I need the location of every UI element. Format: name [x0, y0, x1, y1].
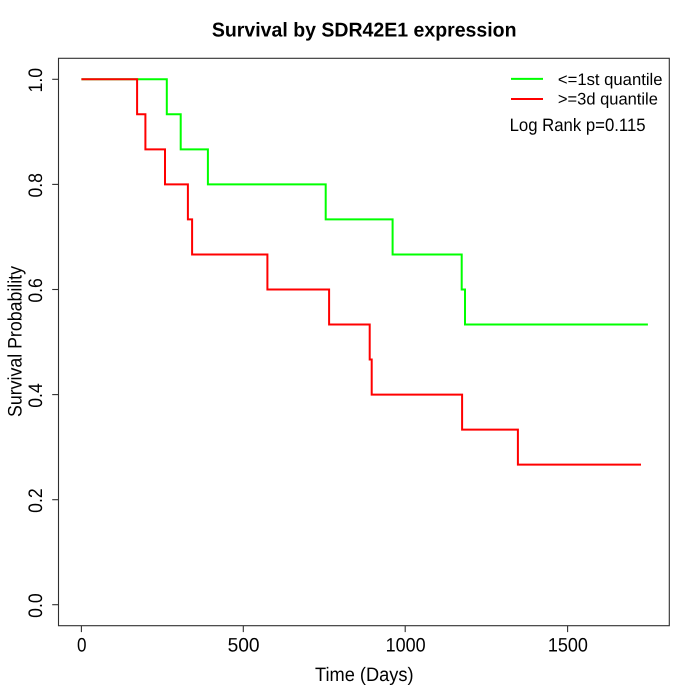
svg-text:Log Rank p=0.115: Log Rank p=0.115	[510, 115, 646, 135]
svg-text:0.4: 0.4	[25, 383, 47, 408]
svg-text:500: 500	[228, 635, 260, 657]
svg-text:Time (Days): Time (Days)	[315, 664, 414, 686]
svg-text:0: 0	[77, 635, 87, 657]
svg-text:0.2: 0.2	[25, 488, 47, 512]
svg-text:1000: 1000	[386, 635, 426, 657]
svg-text:1500: 1500	[548, 635, 588, 657]
svg-text:0.6: 0.6	[25, 278, 47, 303]
svg-text:0.8: 0.8	[25, 173, 47, 198]
svg-text:1.0: 1.0	[25, 68, 47, 93]
svg-text:0.0: 0.0	[25, 593, 47, 618]
svg-text:Survival by SDR42E1 expression: Survival by SDR42E1 expression	[212, 20, 517, 42]
svg-text:<=1st quantile: <=1st quantile	[558, 70, 663, 89]
svg-text:Survival Probability: Survival Probability	[4, 266, 26, 417]
svg-text:>=3d quantile: >=3d quantile	[558, 89, 658, 108]
